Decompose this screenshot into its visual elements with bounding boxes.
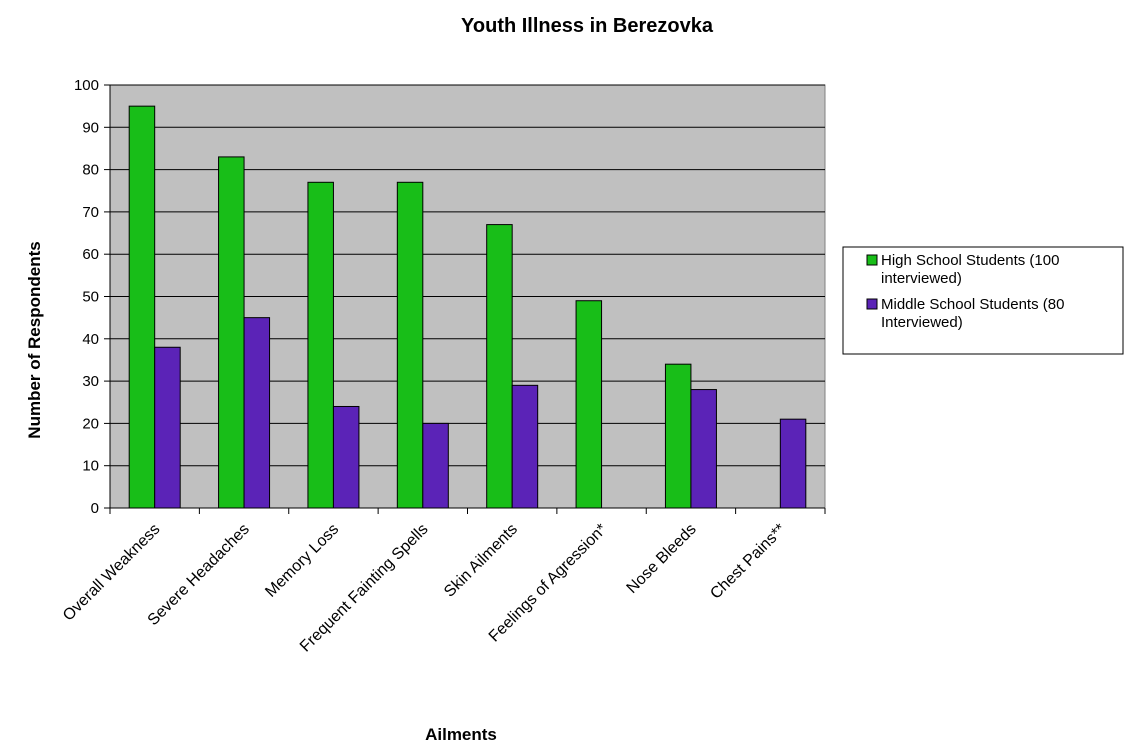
bar <box>396 181 424 509</box>
bar <box>154 346 181 509</box>
bar <box>332 405 360 509</box>
bar <box>664 363 692 509</box>
x-tick-label: Skin Ailments <box>441 521 521 601</box>
bar <box>511 384 539 509</box>
x-tick-label: Memory Loss <box>262 521 342 601</box>
bar <box>307 181 334 509</box>
x-tick-label: Chest Pains** <box>707 521 789 603</box>
bar <box>422 422 449 509</box>
bar <box>690 389 717 509</box>
y-tick-labels: 0 10 20 30 40 50 60 70 80 90 100 <box>74 77 99 517</box>
bar <box>575 300 603 509</box>
x-tick-label: Severe Headaches <box>145 521 253 629</box>
bar <box>128 105 156 509</box>
legend-swatch <box>866 298 878 310</box>
bar <box>779 418 807 509</box>
legend-label: Middle School Students (80 <box>881 296 1064 313</box>
axes <box>104 84 826 514</box>
y-tick-label: 70 <box>82 204 99 221</box>
y-tick-label: 90 <box>82 119 99 136</box>
y-tick-label: 80 <box>82 162 99 179</box>
chart-title: Youth Illness in Berezovka <box>461 15 714 37</box>
bar <box>486 224 513 509</box>
y-tick-label: 30 <box>82 373 99 390</box>
legend-label: High School Students (100 <box>881 252 1059 269</box>
x-tick-label: Nose Bleeds <box>624 521 700 597</box>
y-tick-label: 10 <box>82 458 99 475</box>
y-axis-title: Number of Respondents <box>25 241 44 438</box>
y-tick-label: 0 <box>91 500 99 517</box>
y-tick-label: 50 <box>82 289 99 306</box>
y-tick-label: 20 <box>82 415 99 432</box>
bar <box>243 317 271 509</box>
x-axis-title: Ailments <box>425 725 497 744</box>
y-tick-label: 40 <box>82 331 99 348</box>
legend-label: Interviewed) <box>881 314 963 331</box>
x-tick-label: Overall Weakness <box>60 521 164 625</box>
legend-box <box>842 246 1124 355</box>
legend-swatch <box>866 254 878 266</box>
bar <box>218 156 245 509</box>
y-tick-label: 100 <box>74 77 99 94</box>
legend-label: interviewed) <box>881 270 962 287</box>
y-tick-label: 60 <box>82 246 99 263</box>
